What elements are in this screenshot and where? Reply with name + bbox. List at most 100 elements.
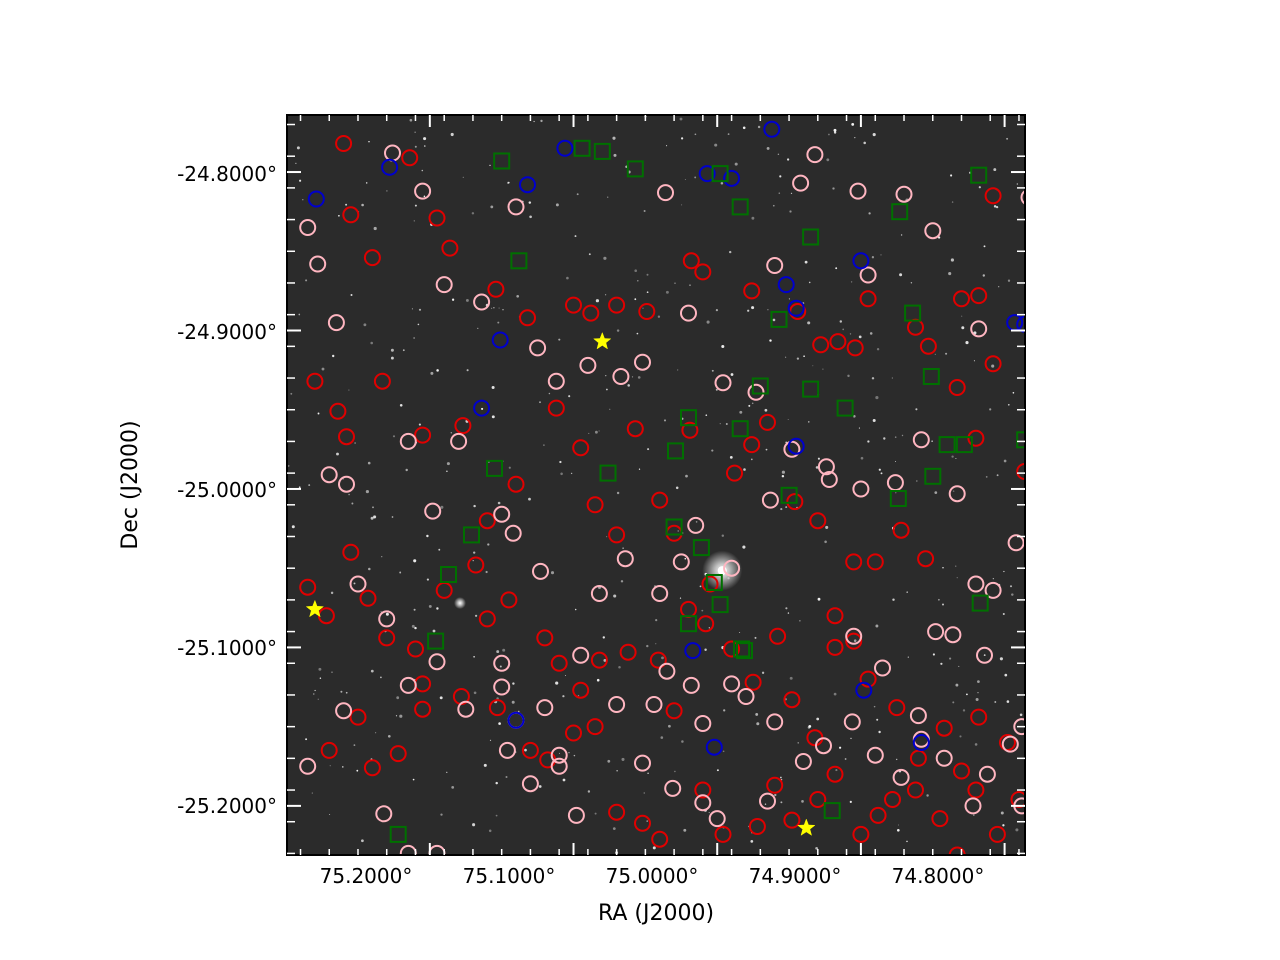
catalog-circle-marker bbox=[1040, 483, 1055, 498]
field-star bbox=[636, 332, 639, 335]
field-star bbox=[332, 354, 335, 358]
field-star bbox=[699, 585, 702, 588]
field-star bbox=[788, 298, 790, 300]
field-star bbox=[331, 671, 333, 673]
catalog-circle-marker bbox=[743, 436, 761, 454]
catalog-circle-marker bbox=[794, 753, 812, 770]
field-star bbox=[858, 335, 862, 339]
field-star bbox=[867, 440, 870, 443]
catalog-circle-marker bbox=[859, 290, 877, 308]
catalog-circle-marker bbox=[826, 638, 844, 656]
catalog-circle-marker bbox=[1040, 719, 1055, 734]
field-star bbox=[940, 662, 943, 665]
field-star bbox=[308, 484, 311, 487]
catalog-circle-marker bbox=[759, 792, 776, 810]
field-star bbox=[742, 126, 746, 130]
catalog-markers bbox=[299, 120, 1116, 855]
catalog-circle-marker bbox=[708, 810, 726, 828]
field-star bbox=[539, 401, 541, 404]
catalog-circle-marker bbox=[829, 333, 847, 351]
catalog-circle-marker bbox=[984, 187, 1002, 205]
field-star bbox=[663, 419, 667, 422]
catalog-circle-marker bbox=[759, 413, 776, 431]
catalog-circle-marker bbox=[473, 293, 491, 311]
catalog-circle-marker bbox=[645, 696, 663, 713]
field-star bbox=[361, 839, 364, 843]
field-star bbox=[604, 294, 607, 296]
field-star bbox=[543, 444, 545, 446]
catalog-circle-marker bbox=[500, 591, 518, 609]
catalog-circle-marker bbox=[478, 512, 496, 530]
field-star bbox=[367, 461, 371, 465]
field-star bbox=[489, 164, 491, 167]
field-star bbox=[295, 162, 297, 164]
field-star bbox=[354, 442, 356, 444]
field-star bbox=[950, 174, 953, 177]
field-star bbox=[440, 505, 444, 509]
field-star bbox=[381, 556, 383, 558]
catalog-circle-marker bbox=[547, 399, 565, 417]
field-star bbox=[655, 619, 658, 622]
field-star bbox=[577, 694, 580, 697]
field-star bbox=[772, 204, 775, 207]
field-star bbox=[764, 803, 767, 805]
field-star bbox=[638, 468, 641, 470]
catalog-circle-marker bbox=[1101, 429, 1116, 444]
field-star bbox=[451, 298, 455, 301]
field-star bbox=[566, 276, 569, 280]
field-star bbox=[701, 609, 704, 612]
catalog-square-marker bbox=[802, 380, 820, 398]
catalog-circle-marker bbox=[1066, 786, 1081, 801]
catalog-star-marker bbox=[1028, 770, 1045, 786]
catalog-circle-marker bbox=[1047, 771, 1062, 786]
catalog-star-marker bbox=[305, 599, 325, 618]
catalog-square-marker bbox=[711, 596, 729, 614]
field-star bbox=[803, 355, 805, 358]
field-star bbox=[402, 349, 405, 352]
field-star bbox=[317, 698, 319, 700]
field-star bbox=[647, 772, 649, 775]
catalog-circle-marker bbox=[493, 678, 511, 696]
catalog-circle-marker bbox=[536, 699, 554, 717]
catalog-circle-marker bbox=[493, 654, 511, 672]
catalog-circle-marker bbox=[335, 135, 353, 152]
field-star bbox=[413, 559, 417, 563]
catalog-circle-marker bbox=[1013, 718, 1025, 736]
field-star bbox=[780, 801, 783, 804]
catalog-circle-marker bbox=[714, 825, 732, 843]
field-star bbox=[808, 725, 812, 728]
field-star bbox=[711, 369, 714, 372]
field-star bbox=[472, 823, 476, 827]
field-star bbox=[784, 356, 787, 358]
field-star bbox=[363, 323, 367, 327]
catalog-circle-marker bbox=[1055, 128, 1070, 143]
field-star bbox=[977, 680, 980, 683]
catalog-square-marker bbox=[731, 420, 749, 438]
field-star bbox=[1016, 183, 1018, 185]
field-star bbox=[694, 176, 697, 179]
catalog-circle-marker bbox=[809, 512, 827, 530]
catalog-circle-marker bbox=[309, 255, 327, 273]
catalog-circle-marker bbox=[970, 287, 988, 305]
field-star bbox=[374, 516, 376, 518]
catalog-circle-marker bbox=[507, 475, 525, 493]
field-star bbox=[311, 792, 313, 794]
field-star bbox=[373, 226, 377, 231]
field-star bbox=[975, 697, 979, 702]
catalog-square-marker bbox=[486, 459, 503, 477]
catalog-circle-marker bbox=[895, 185, 913, 203]
field-star bbox=[321, 367, 325, 371]
field-star bbox=[655, 643, 657, 645]
catalog-circle-marker bbox=[888, 699, 906, 717]
field-star bbox=[772, 318, 776, 322]
field-star bbox=[637, 280, 639, 282]
field-star bbox=[646, 273, 649, 276]
catalog-square-marker bbox=[680, 409, 697, 427]
catalog-circle-marker bbox=[694, 781, 712, 799]
catalog-square-marker bbox=[938, 436, 956, 454]
catalog-circle-marker bbox=[504, 524, 522, 542]
catalog-square-marker bbox=[971, 594, 989, 612]
field-star bbox=[962, 709, 966, 712]
field-star bbox=[361, 203, 364, 207]
field-star bbox=[955, 457, 957, 460]
